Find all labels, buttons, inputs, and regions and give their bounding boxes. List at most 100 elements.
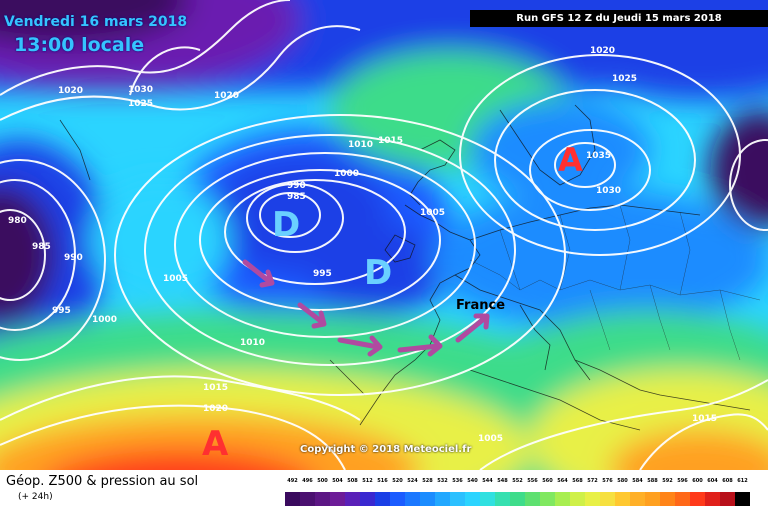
svg-text:1025: 1025	[612, 74, 637, 84]
scale-swatch	[375, 492, 390, 506]
svg-text:995: 995	[313, 269, 332, 279]
low-symbol-atlantic: D	[272, 205, 300, 245]
scale-value: 600	[692, 478, 703, 484]
svg-text:1020: 1020	[58, 86, 83, 96]
scale-value: 544	[482, 478, 493, 484]
svg-text:990: 990	[64, 253, 83, 263]
scale-value: 604	[707, 478, 718, 484]
isobar-labels: 1020 1030 1025 1020 1020 1025 1035 1030 …	[8, 46, 717, 444]
isobars	[0, 0, 768, 470]
scale-swatch	[285, 492, 300, 506]
svg-text:1015: 1015	[692, 414, 717, 424]
scale-value: 492	[287, 478, 298, 484]
svg-text:1030: 1030	[128, 85, 153, 95]
color-scale-labels: 492 496 500 504 508 512 516 520 524 528 532 536 540 5…	[285, 478, 750, 488]
svg-text:1015: 1015	[378, 136, 403, 146]
svg-text:1010: 1010	[348, 140, 373, 150]
scale-swatch	[570, 492, 585, 506]
svg-text:990: 990	[287, 181, 306, 191]
scale-value: 516	[377, 478, 388, 484]
borders	[469, 204, 761, 361]
scale-value: 572	[587, 478, 598, 484]
geopotential-field	[0, 0, 768, 470]
high-symbol-azores: A	[202, 424, 229, 464]
svg-text:1020: 1020	[590, 46, 615, 56]
forecast-date: Vendredi 16 mars 2018	[4, 14, 188, 30]
svg-text:1020: 1020	[203, 404, 228, 414]
scale-value: 608	[722, 478, 733, 484]
svg-text:985: 985	[287, 192, 306, 202]
legend-title: Géop. Z500 & pression au sol	[6, 474, 199, 489]
svg-text:980: 980	[8, 216, 27, 226]
svg-text:1015: 1015	[203, 383, 228, 393]
scale-swatch	[405, 492, 420, 506]
scale-value: 580	[617, 478, 628, 484]
scale-swatch	[705, 492, 720, 506]
scale-value: 532	[437, 478, 448, 484]
svg-text:1030: 1030	[596, 186, 621, 196]
scale-value: 568	[572, 478, 583, 484]
weather-map: 1020 1030 1025 1020 1020 1025 1035 1030 …	[0, 0, 768, 470]
scale-swatch	[315, 492, 330, 506]
scale-value: 612	[737, 478, 748, 484]
map-canvas: 1020 1030 1025 1020 1020 1025 1035 1030 …	[0, 0, 768, 470]
scale-value: 596	[677, 478, 688, 484]
high-symbol-scandinavia: A	[558, 141, 583, 179]
scale-swatch	[645, 492, 660, 506]
model-run-label: Run GFS 12 Z du Jeudi 15 mars 2018	[470, 10, 768, 27]
scale-swatch	[420, 492, 435, 506]
scale-swatch	[585, 492, 600, 506]
scale-swatch	[495, 492, 510, 506]
svg-text:1035: 1035	[586, 151, 611, 161]
scale-value: 500	[317, 478, 328, 484]
country-label-france: France	[456, 298, 505, 313]
scale-value: 528	[422, 478, 433, 484]
copyright: Copyright © 2018 Meteociel.fr	[300, 444, 472, 455]
scale-swatch	[615, 492, 630, 506]
scale-value: 584	[632, 478, 643, 484]
scale-value: 588	[647, 478, 658, 484]
scale-value: 496	[302, 478, 313, 484]
scale-value: 556	[527, 478, 538, 484]
scale-value: 520	[392, 478, 403, 484]
scale-value: 592	[662, 478, 673, 484]
scale-swatch	[555, 492, 570, 506]
scale-swatch	[390, 492, 405, 506]
scale-value: 540	[467, 478, 478, 484]
scale-swatch	[675, 492, 690, 506]
pressure-centers: A A D D	[202, 141, 583, 464]
color-scale-bar	[285, 492, 750, 506]
scale-value: 508	[347, 478, 358, 484]
scale-swatch	[600, 492, 615, 506]
svg-text:1005: 1005	[478, 434, 503, 444]
svg-text:1000: 1000	[92, 315, 117, 325]
scale-value: 524	[407, 478, 418, 484]
scale-swatch	[300, 492, 315, 506]
scale-swatch	[540, 492, 555, 506]
scale-swatch	[735, 492, 750, 506]
trajectory-arrows	[242, 259, 490, 357]
scale-swatch	[360, 492, 375, 506]
scale-swatch	[435, 492, 450, 506]
scale-value: 560	[542, 478, 553, 484]
scale-swatch	[450, 492, 465, 506]
legend-subtitle: (+ 24h)	[18, 492, 53, 502]
forecast-time: 13:00 locale	[14, 34, 145, 56]
svg-text:1025: 1025	[128, 99, 153, 109]
scale-swatch	[660, 492, 675, 506]
scale-swatch	[465, 492, 480, 506]
svg-text:1010: 1010	[240, 338, 265, 348]
scale-value: 536	[452, 478, 463, 484]
svg-text:985: 985	[32, 242, 51, 252]
scale-swatch	[330, 492, 345, 506]
svg-text:1005: 1005	[420, 208, 445, 218]
scale-value: 564	[557, 478, 568, 484]
scale-swatch	[720, 492, 735, 506]
svg-text:1000: 1000	[334, 169, 359, 179]
scale-value: 548	[497, 478, 508, 484]
scale-value: 512	[362, 478, 373, 484]
scale-swatch	[525, 492, 540, 506]
scale-swatch	[510, 492, 525, 506]
low-symbol-biscay: D	[364, 253, 392, 293]
scale-value: 552	[512, 478, 523, 484]
